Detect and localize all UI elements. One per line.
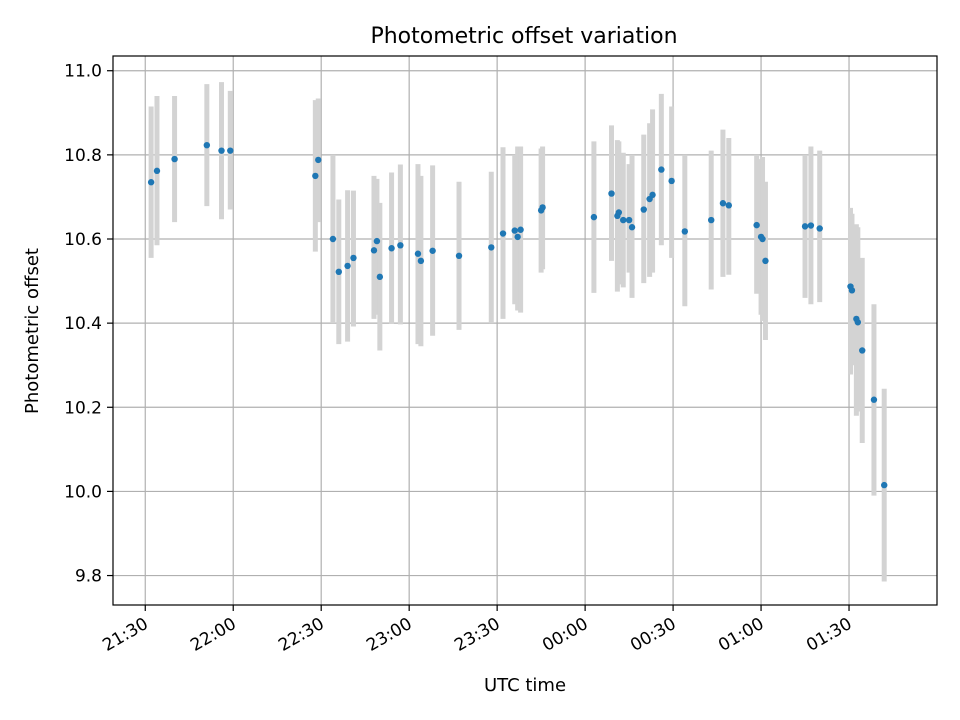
x-tick-label: 22:30: [275, 614, 327, 656]
data-point: [816, 225, 823, 232]
data-point: [759, 235, 766, 243]
data-point: [514, 233, 521, 241]
x-axis-label: UTC time: [484, 675, 566, 696]
y-tick-label: 10.2: [64, 398, 102, 418]
data-point: [628, 224, 636, 231]
x-tick-label: 23:30: [451, 614, 503, 656]
data-point: [488, 244, 495, 251]
y-tick-label: 10.0: [64, 482, 102, 502]
error-bars: [148, 82, 887, 582]
x-tick-label: 01:30: [803, 614, 855, 656]
x-tick-label: 22:00: [187, 614, 239, 656]
data-point: [719, 200, 727, 207]
x-axis-ticks: 21:30 22:00 22:30 23:00 23:30 00:00 00:30 01:00…: [99, 605, 856, 656]
data-point: [681, 228, 689, 235]
data-point: [373, 237, 381, 245]
data-point: [870, 396, 878, 403]
data-point: [203, 141, 211, 149]
data-point: [881, 481, 888, 489]
data-point: [329, 235, 337, 243]
y-tick-label: 9.8: [75, 567, 102, 587]
y-tick-label: 10.8: [64, 146, 102, 166]
data-point: [417, 257, 425, 265]
data-point: [153, 167, 161, 175]
data-point: [753, 221, 760, 229]
data-point: [625, 216, 633, 224]
data-point: [649, 191, 656, 199]
data-point: [658, 166, 665, 173]
data-point: [668, 177, 675, 185]
data-point: [455, 252, 463, 260]
data-point: [708, 216, 715, 224]
x-tick-label: 00:00: [539, 614, 591, 656]
data-point: [801, 223, 809, 230]
data-point: [859, 347, 866, 354]
data-point: [640, 206, 647, 213]
data-point: [499, 230, 507, 237]
data-point: [388, 245, 395, 252]
data-point: [350, 254, 357, 262]
data-point: [848, 287, 856, 294]
data-point: [312, 172, 319, 180]
x-tick-label: 00:30: [627, 614, 679, 656]
data-point: [608, 190, 615, 197]
data-point: [539, 204, 546, 211]
data-point: [147, 179, 155, 186]
y-tick-label: 11.0: [64, 62, 102, 82]
data-point: [171, 155, 178, 163]
data-point: [376, 273, 384, 281]
y-axis-label: Photometric offset: [22, 248, 43, 414]
data-point: [615, 209, 623, 216]
x-tick-label: 23:00: [363, 614, 415, 656]
data-point: [335, 268, 342, 276]
data-point: [807, 222, 815, 229]
data-point: [429, 247, 436, 254]
plot-frame: [112, 55, 938, 606]
y-tick-label: 10.6: [64, 230, 102, 250]
data-point: [218, 147, 225, 154]
data-point: [414, 250, 422, 257]
data-point: [620, 216, 627, 224]
data-point: [725, 202, 733, 209]
data-point: [315, 156, 322, 164]
data-point: [517, 226, 524, 233]
data-point: [227, 147, 234, 154]
data-point: [590, 213, 598, 221]
data-point: [511, 227, 518, 234]
grid: [113, 56, 937, 605]
x-tick-label: 01:00: [715, 614, 767, 656]
data-point: [397, 242, 404, 249]
data-point: [370, 247, 378, 254]
x-tick-label: 21:30: [99, 614, 151, 656]
y-tick-label: 10.4: [64, 314, 102, 334]
chart-title: Photometric offset variation: [370, 24, 677, 49]
y-axis-ticks: 9.8 10.0 10.2 10.4 10.6 10.8 11.0: [64, 62, 113, 587]
data-point: [344, 262, 351, 270]
data-points: [147, 141, 888, 489]
data-point: [762, 257, 769, 265]
data-point: [854, 319, 862, 326]
